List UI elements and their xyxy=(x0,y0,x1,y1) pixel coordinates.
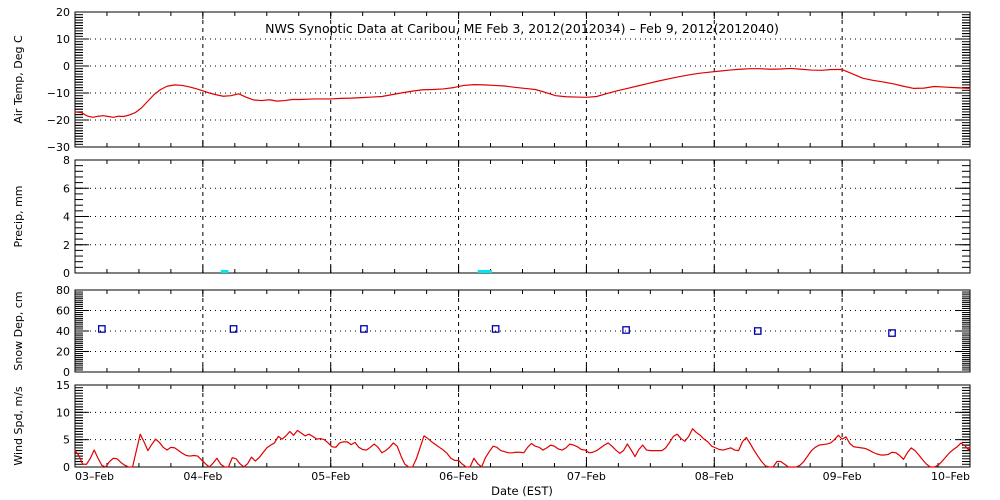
y-tick-label: 8 xyxy=(63,154,70,167)
y-tick-label: 0 xyxy=(63,60,70,73)
panel-wind-speed: 0 5 10 15 Wind Spd, m/s 03–Feb 04–Feb 05–Feb 06–… xyxy=(12,379,971,483)
y-axis-label: Air Temp, Deg C xyxy=(12,35,25,124)
x-tick-label: 03–Feb xyxy=(75,470,114,483)
y-tick-label: −30 xyxy=(47,141,70,154)
panel-snow-depth: 0 20 40 60 80 Snow Dep, cm xyxy=(12,284,971,379)
y-axis-label: Precip, mm xyxy=(12,186,25,248)
y-tick-label: 10 xyxy=(56,33,70,46)
y-tick-label: 4 xyxy=(63,211,70,224)
precip-bar xyxy=(220,270,229,273)
y-tick-label: 5 xyxy=(63,434,70,447)
x-tick-label: 09–Feb xyxy=(823,470,862,483)
snow-depth-marker xyxy=(622,326,630,334)
data-line-air-temp xyxy=(74,67,971,118)
y-tick-label: 15 xyxy=(56,379,70,392)
data-line-wind-speed xyxy=(74,428,971,468)
y-tick-label: 10 xyxy=(56,406,70,419)
x-tick-label: 10–Feb xyxy=(931,470,970,483)
x-tick-label: 07–Feb xyxy=(567,470,606,483)
snow-depth-marker xyxy=(98,325,106,333)
x-tick-label: 06–Feb xyxy=(439,470,478,483)
y-tick-label: 20 xyxy=(56,6,70,19)
snow-depth-marker xyxy=(360,325,368,333)
y-tick-label: 0 xyxy=(63,366,70,379)
y-tick-label: 20 xyxy=(56,346,70,359)
x-axis-title: Date (EST) xyxy=(491,484,553,498)
panel-precip: 0 2 4 6 8 Precip, mm xyxy=(12,154,971,280)
x-tick-label: 04–Feb xyxy=(183,470,222,483)
snow-depth-marker xyxy=(888,329,896,337)
y-tick-label: 6 xyxy=(63,182,70,195)
snow-depth-marker xyxy=(491,325,500,333)
x-tick-label: 05–Feb xyxy=(311,470,350,483)
y-tick-label: 2 xyxy=(63,239,70,252)
y-tick-label: 0 xyxy=(63,461,70,474)
y-axis-label: Wind Spd, m/s xyxy=(12,386,25,466)
y-tick-label: 0 xyxy=(63,267,70,280)
y-tick-label: 60 xyxy=(56,305,70,318)
y-tick-label: 40 xyxy=(56,325,70,338)
chart-title: NWS Synoptic Data at Caribou, ME Feb 3, … xyxy=(265,21,779,36)
y-tick-label: 80 xyxy=(56,284,70,297)
y-tick-label: −20 xyxy=(47,114,70,127)
panel-air-temp: −30 −20 −10 0 10 20 Air Temp, Deg C xyxy=(12,6,971,154)
snow-depth-marker xyxy=(229,325,238,333)
x-tick-label: 08–Feb xyxy=(695,470,734,483)
precip-bar xyxy=(477,270,492,273)
y-axis-label: Snow Dep, cm xyxy=(12,291,25,370)
snow-depth-marker xyxy=(753,327,762,335)
y-tick-label: −10 xyxy=(47,87,70,100)
